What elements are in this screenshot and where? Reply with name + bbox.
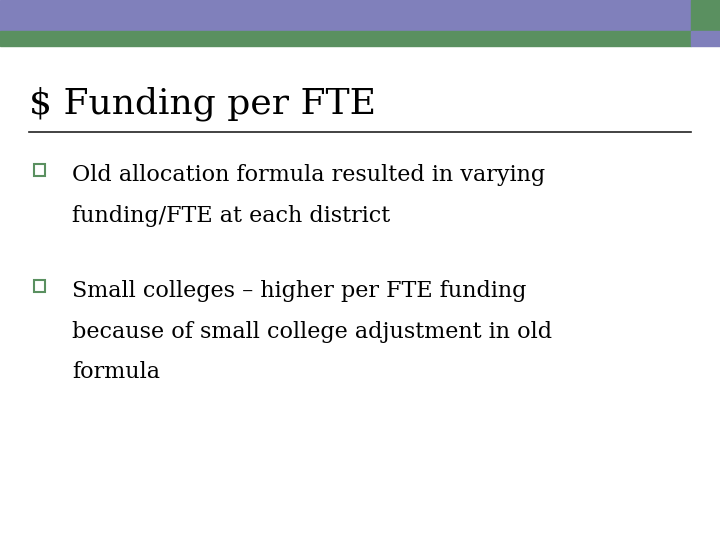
Text: formula: formula [72, 361, 160, 383]
Text: funding/FTE at each district: funding/FTE at each district [72, 205, 390, 227]
Text: $ Funding per FTE: $ Funding per FTE [29, 86, 376, 121]
Text: because of small college adjustment in old: because of small college adjustment in o… [72, 321, 552, 343]
Bar [34, 164, 45, 176]
Bar [0, 31, 691, 46]
Text: Old allocation formula resulted in varying: Old allocation formula resulted in varyi… [72, 164, 545, 186]
Text: Small colleges – higher per FTE funding: Small colleges – higher per FTE funding [72, 280, 526, 302]
Bar [691, 0, 720, 31]
Bar [691, 31, 720, 46]
Bar [0, 0, 691, 31]
Bar [34, 280, 45, 292]
